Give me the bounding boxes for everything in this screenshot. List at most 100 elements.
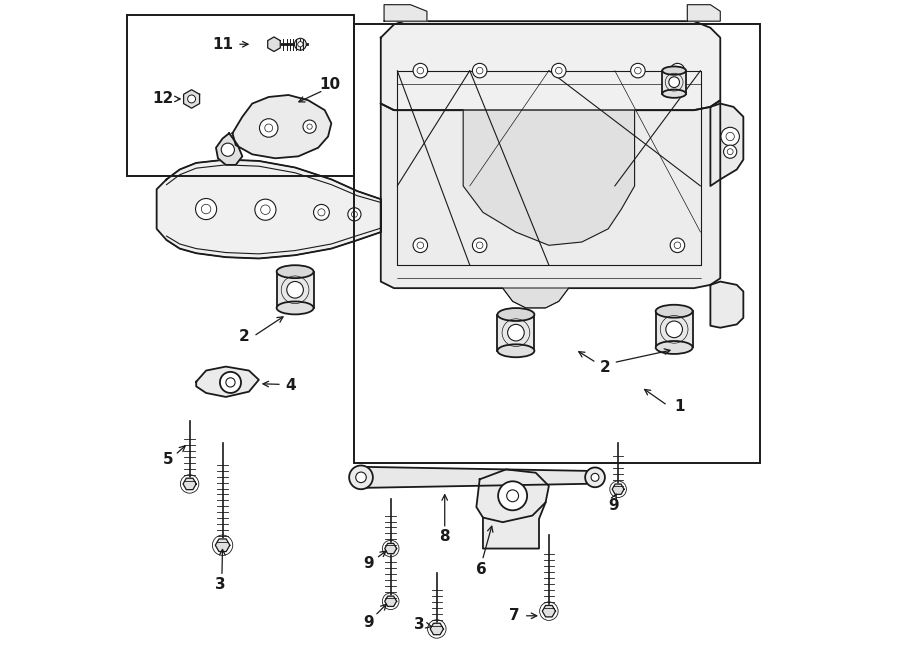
Circle shape [413, 64, 428, 78]
Circle shape [670, 64, 685, 78]
Polygon shape [612, 484, 624, 495]
Polygon shape [476, 469, 549, 522]
Circle shape [187, 95, 195, 103]
Polygon shape [384, 596, 397, 606]
Circle shape [670, 238, 685, 252]
Circle shape [555, 68, 562, 74]
Circle shape [726, 132, 734, 141]
Circle shape [347, 208, 361, 221]
Circle shape [294, 38, 306, 50]
Circle shape [669, 77, 680, 87]
Polygon shape [384, 544, 397, 553]
Circle shape [498, 481, 527, 510]
Text: 8: 8 [439, 529, 450, 544]
Circle shape [318, 209, 325, 216]
Circle shape [313, 205, 329, 220]
Circle shape [202, 205, 211, 214]
Polygon shape [543, 606, 555, 617]
Bar [355, 24, 760, 463]
Text: 5: 5 [163, 452, 173, 467]
Bar [127, 15, 355, 176]
Polygon shape [381, 21, 720, 110]
Ellipse shape [498, 308, 535, 321]
Circle shape [631, 64, 645, 78]
Text: 3: 3 [414, 617, 425, 632]
Polygon shape [215, 539, 230, 551]
Polygon shape [184, 90, 200, 108]
Text: 3: 3 [215, 577, 226, 592]
Circle shape [507, 490, 518, 502]
Circle shape [508, 324, 524, 341]
Ellipse shape [276, 301, 313, 314]
Text: 2: 2 [238, 329, 249, 344]
Bar [498, 314, 535, 351]
Polygon shape [476, 502, 545, 549]
Circle shape [591, 473, 599, 481]
Text: 6: 6 [475, 562, 486, 577]
Text: 11: 11 [212, 36, 233, 52]
Circle shape [259, 118, 278, 137]
Circle shape [472, 238, 487, 252]
Text: 4: 4 [285, 377, 296, 393]
Circle shape [552, 64, 566, 78]
Circle shape [727, 149, 734, 155]
Circle shape [666, 321, 682, 338]
Circle shape [724, 145, 737, 158]
Polygon shape [267, 37, 280, 52]
Text: 7: 7 [509, 608, 520, 624]
Bar [662, 71, 686, 94]
Polygon shape [381, 100, 720, 288]
Circle shape [721, 127, 740, 146]
Polygon shape [710, 281, 743, 328]
Polygon shape [384, 5, 427, 21]
Text: 10: 10 [320, 77, 340, 92]
Circle shape [195, 199, 217, 220]
Polygon shape [361, 467, 595, 488]
Polygon shape [216, 133, 242, 165]
Circle shape [287, 281, 303, 298]
Polygon shape [232, 95, 331, 158]
Text: 9: 9 [363, 555, 374, 571]
Circle shape [298, 42, 303, 47]
Text: 12: 12 [152, 91, 173, 107]
Polygon shape [710, 103, 743, 186]
Polygon shape [196, 367, 259, 397]
Circle shape [417, 242, 424, 249]
Ellipse shape [662, 66, 686, 75]
Circle shape [585, 467, 605, 487]
Polygon shape [503, 288, 569, 308]
Circle shape [356, 472, 366, 483]
Circle shape [351, 211, 357, 217]
Circle shape [413, 238, 428, 252]
Polygon shape [688, 5, 720, 21]
Text: 9: 9 [363, 615, 374, 630]
Ellipse shape [498, 344, 535, 357]
Polygon shape [430, 623, 444, 635]
Circle shape [307, 124, 312, 129]
Circle shape [674, 242, 680, 249]
Text: 9: 9 [608, 498, 619, 513]
Circle shape [476, 242, 483, 249]
Circle shape [303, 120, 316, 133]
Circle shape [476, 68, 483, 74]
Polygon shape [464, 110, 634, 246]
Circle shape [265, 124, 273, 132]
Ellipse shape [656, 341, 693, 354]
Bar [276, 271, 313, 308]
Ellipse shape [656, 305, 693, 318]
Ellipse shape [276, 265, 313, 278]
Circle shape [220, 372, 241, 393]
Bar [656, 311, 693, 348]
Circle shape [261, 205, 270, 214]
Ellipse shape [662, 89, 686, 98]
Polygon shape [183, 478, 196, 490]
Circle shape [472, 64, 487, 78]
Circle shape [221, 143, 234, 156]
Circle shape [674, 68, 680, 74]
Text: 2: 2 [599, 359, 610, 375]
Circle shape [417, 68, 424, 74]
Circle shape [634, 68, 641, 74]
Circle shape [226, 378, 235, 387]
Circle shape [349, 465, 373, 489]
Text: 1: 1 [674, 399, 685, 414]
